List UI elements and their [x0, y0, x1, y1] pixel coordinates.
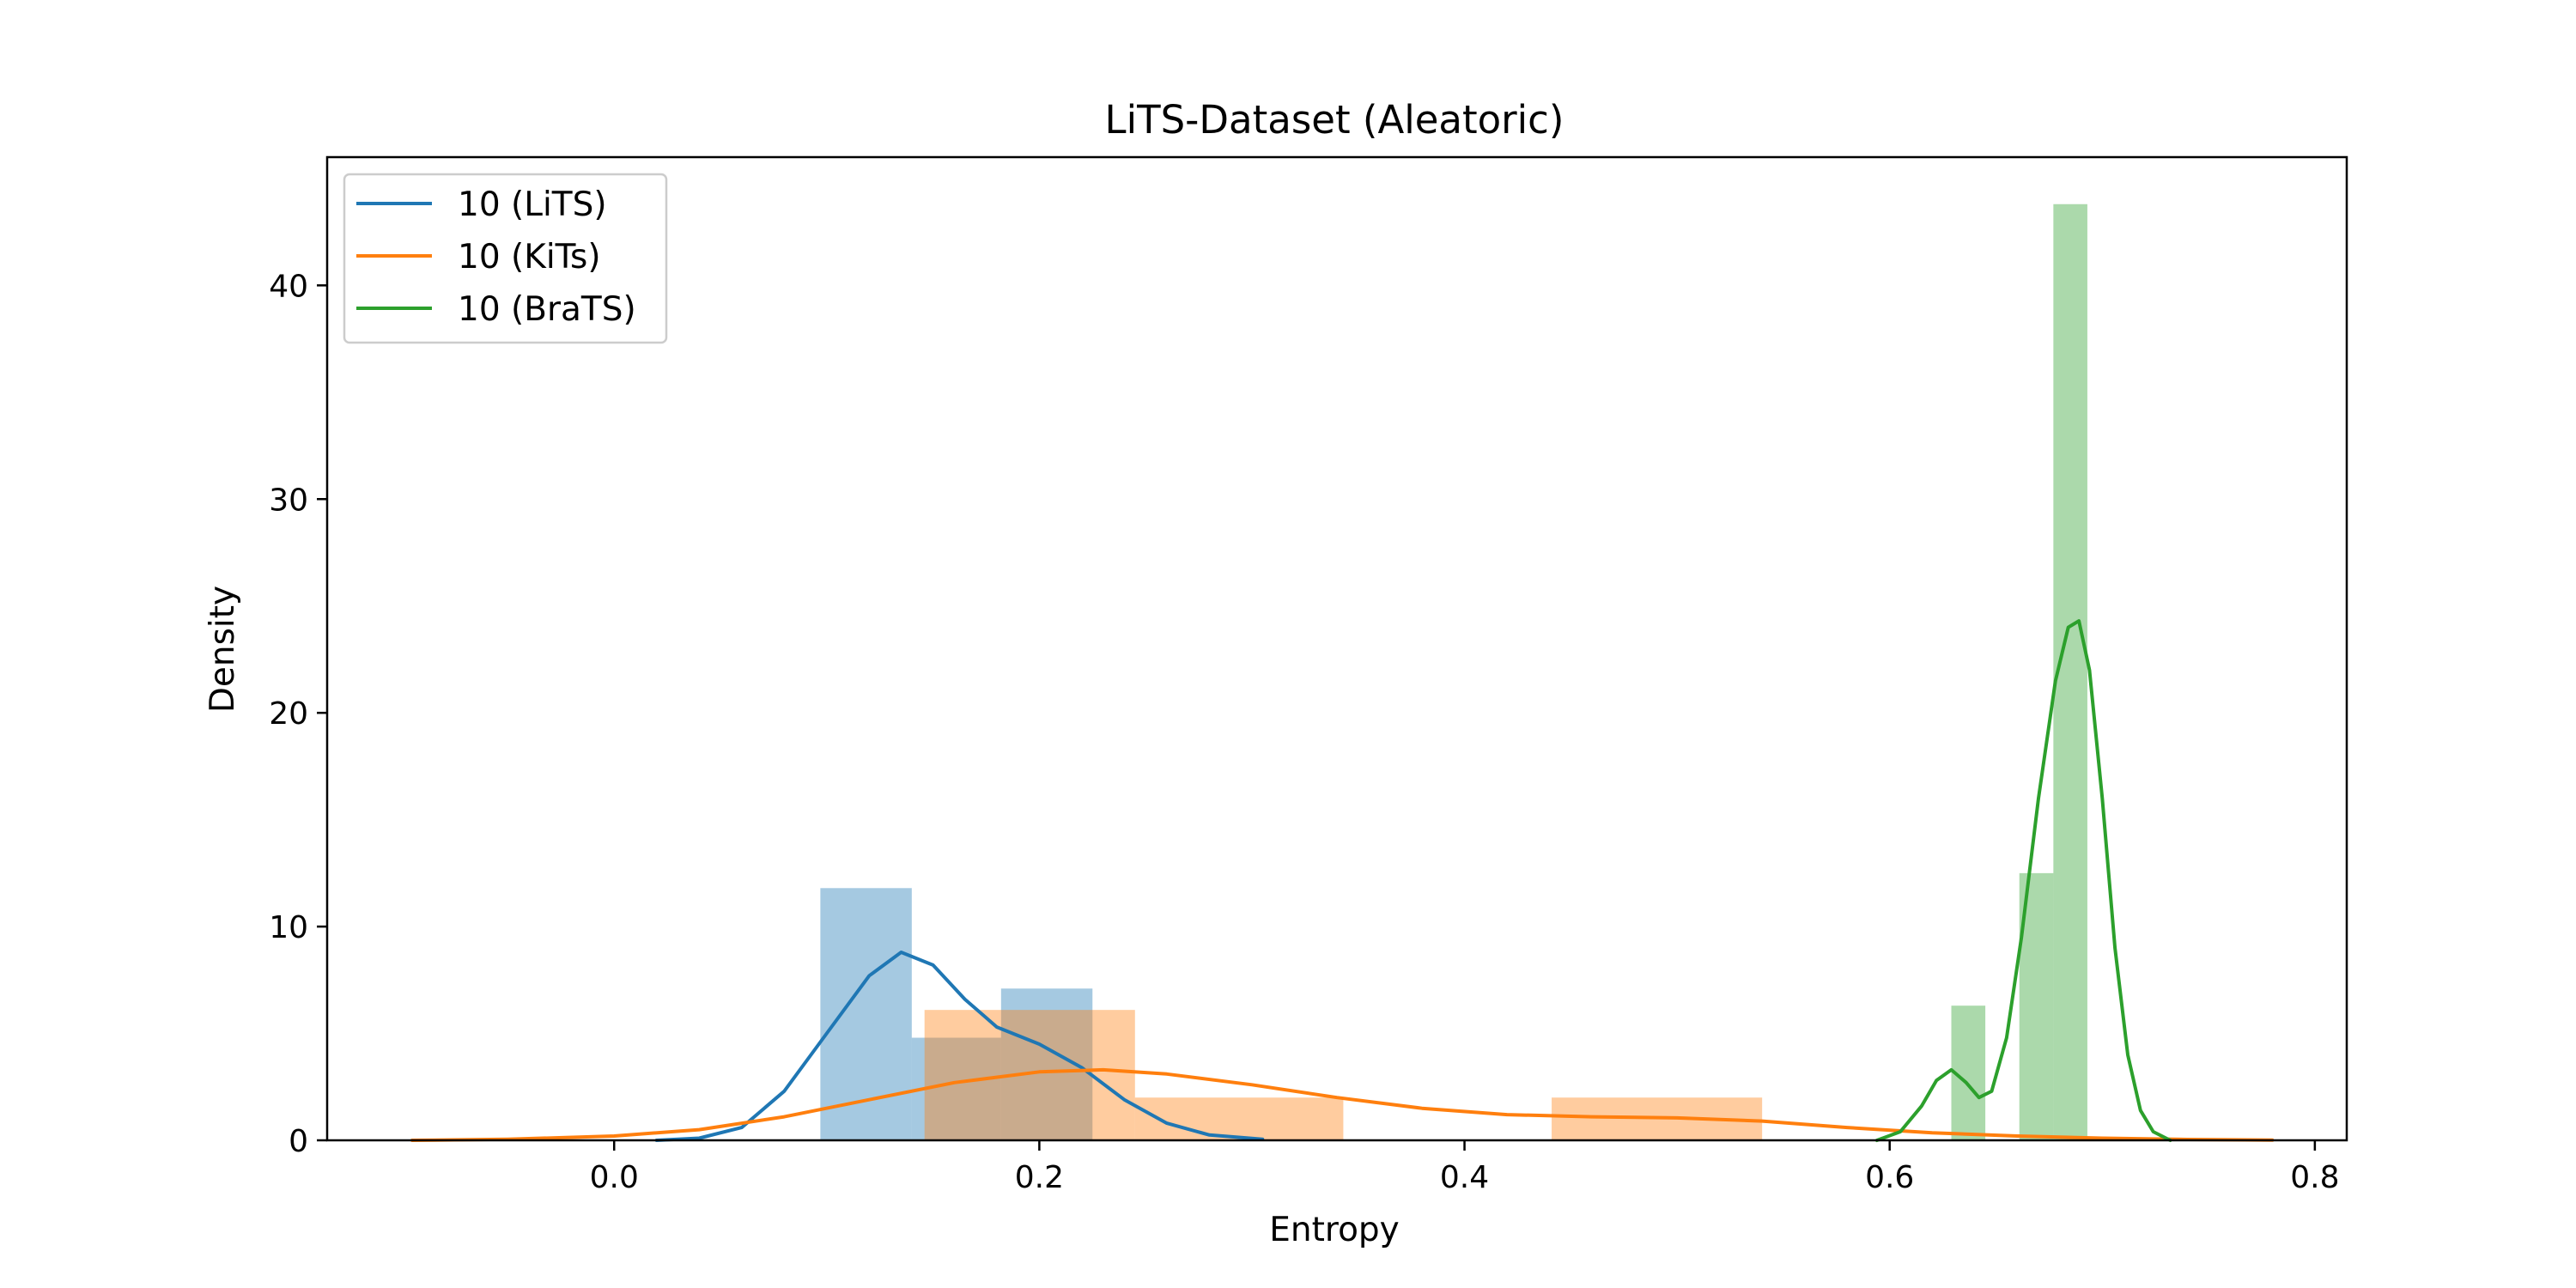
y-tick-label: 30: [269, 483, 308, 518]
chart-title: LiTS-Dataset (Aleatoric): [1105, 97, 1564, 143]
x-axis: 0.0 0.2 0.4 0.6 0.8: [590, 1140, 2339, 1195]
x-tick-label: 0.0: [590, 1160, 639, 1195]
x-tick-label: 0.6: [1865, 1160, 1914, 1195]
histogram-bar-10-lits-0: [820, 888, 912, 1140]
legend-label-10-brats: 10 (BraTS): [458, 290, 636, 329]
y-tick-label: 40: [269, 269, 308, 304]
legend-label-10-kits: 10 (KiTs): [458, 238, 601, 276]
y-tick-label: 10: [269, 910, 308, 945]
kde-line-10-kits: [410, 1067, 2275, 1142]
legend-box: [343, 173, 668, 344]
x-tick-label: 0.2: [1015, 1160, 1064, 1195]
plot-frame: [325, 155, 2348, 1142]
kde-line-10-brats: [1874, 619, 2172, 1142]
histogram-bar-10-kits-0: [924, 1010, 1135, 1140]
kde-curves: [410, 619, 2275, 1142]
y-tick-label: 20: [269, 696, 308, 732]
y-tick-label: 0: [289, 1124, 308, 1159]
y-axis: 0 10 20 30 40: [269, 269, 327, 1159]
legend: 10 (LiTS) 10 (KiTs) 10 (BraTS): [343, 173, 668, 344]
x-axis-label: Entropy: [1269, 1211, 1400, 1249]
kde-line-10-lits: [654, 951, 1265, 1142]
y-axis-label: Density: [204, 586, 242, 713]
histogram-bar-10-kits-1: [1134, 1097, 1344, 1140]
legend-label-10-lits: 10 (LiTS): [458, 185, 607, 224]
x-tick-label: 0.8: [2290, 1160, 2339, 1195]
plot-area: [410, 204, 2275, 1142]
x-tick-label: 0.4: [1440, 1160, 1489, 1195]
histogram-bars: [820, 204, 2087, 1140]
